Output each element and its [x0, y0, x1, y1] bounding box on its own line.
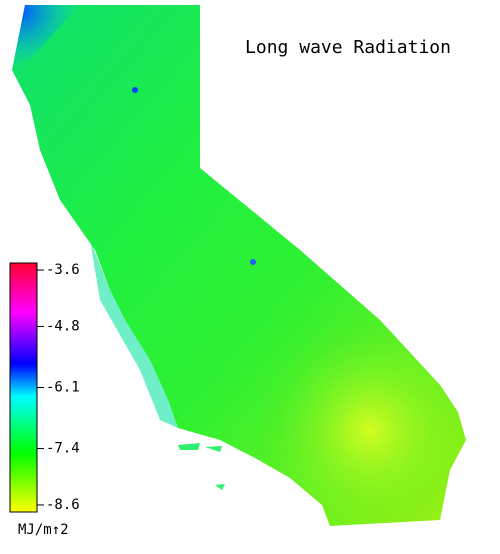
colorbar-tick-label: -3.6 — [46, 262, 80, 278]
colorbar-tick-label: -4.8 — [46, 318, 80, 334]
land-warm — [12, 5, 466, 526]
lake — [250, 259, 256, 265]
california-map — [12, 5, 466, 526]
islands — [178, 443, 225, 490]
coast — [90, 240, 178, 428]
colorbar-unit: MJ/m↑2 — [18, 522, 69, 538]
colorbar-tick-label: -8.6 — [46, 497, 80, 513]
map-title: Long wave Radiation — [245, 37, 451, 58]
colorbar-ramp — [9, 262, 38, 513]
land-cool — [12, 5, 80, 70]
colorbar-tick-label: -6.1 — [46, 380, 80, 396]
lake — [132, 87, 138, 93]
colorbar-tick-label: -7.4 — [46, 441, 80, 457]
colorbar: -3.6 -4.8 -6.1 -7.4 -8.6 — [9, 262, 80, 513]
